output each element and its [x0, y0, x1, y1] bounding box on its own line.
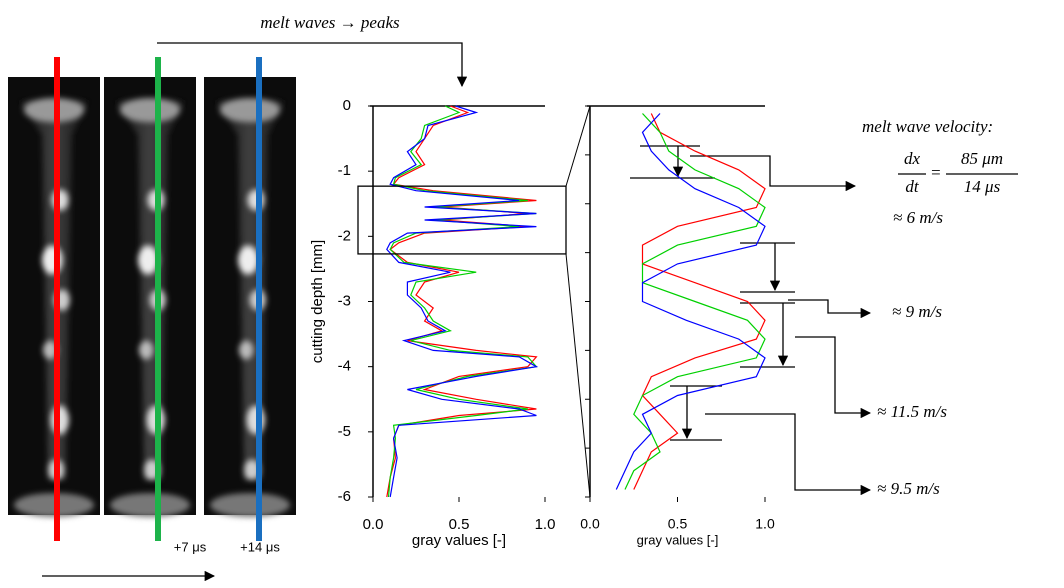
zoom-box [357, 185, 567, 255]
series-line [386, 105, 538, 498]
series-line [615, 113, 766, 490]
measure [670, 385, 722, 440]
annotation: melt wave velocity: [862, 117, 993, 136]
y-tick-label: -2 [338, 227, 351, 244]
y-tick-label: -1 [338, 162, 351, 179]
plots: 0 -1 -2 -3 -4 -5 -6 0.0 0.5 1.0 gray values [-] cut… [309, 97, 775, 549]
y-tick-label: 0 [343, 97, 351, 114]
x-tick-label: 0.5 [668, 516, 688, 532]
y-axis-label: cutting depth [mm] [309, 240, 326, 363]
cut-line [256, 57, 262, 541]
series-line [624, 113, 766, 490]
formula-part: dt [905, 177, 920, 196]
formula-part: 14 μs [964, 177, 1001, 196]
y-tick-label: -6 [338, 488, 351, 505]
x-tick-label: 1.0 [755, 516, 775, 532]
x-tick-label: 0.0 [580, 516, 600, 532]
arrow [795, 336, 872, 419]
formula-part: = [930, 163, 941, 182]
x-tick-label: 0.5 [449, 516, 470, 533]
x-tick-label: 1.0 [535, 516, 556, 533]
zoom-line [565, 105, 591, 187]
cut-line [54, 57, 60, 541]
formula-part: dx [904, 149, 921, 168]
arrow [690, 155, 857, 192]
series-line [386, 105, 539, 498]
result: ≈ 9.5 m/s [877, 479, 940, 498]
series-line [387, 105, 538, 498]
zoom-line [565, 253, 591, 498]
time-label: +14 μs [240, 539, 280, 554]
velocity-annotations: melt wave velocity: dx dt = 85 μm 14 μs … [630, 117, 1018, 498]
measure [740, 242, 795, 292]
result: ≈ 6 m/s [893, 208, 943, 227]
measure [630, 145, 715, 178]
cut-line [155, 57, 161, 541]
arrow [788, 299, 872, 319]
time-label: +7 μs [174, 539, 207, 554]
formula-part: 85 μm [961, 149, 1003, 168]
series-line [633, 113, 766, 490]
result: ≈ 11.5 m/s [877, 402, 947, 421]
y-tick-label: -5 [338, 423, 351, 440]
result: ≈ 9 m/s [892, 302, 942, 321]
measure [740, 302, 795, 367]
y-tick-label: -4 [338, 358, 351, 375]
annotation: melt waves → peaks [260, 13, 400, 32]
x-tick-label: 0.0 [363, 516, 384, 533]
images: +7 μs +14 μs [8, 57, 296, 582]
x-axis-label: gray values [-] [637, 532, 719, 547]
y-tick-label: -3 [338, 292, 351, 309]
arrow [157, 42, 468, 88]
arrow [705, 413, 872, 496]
x-axis-label: gray values [-] [412, 532, 506, 549]
